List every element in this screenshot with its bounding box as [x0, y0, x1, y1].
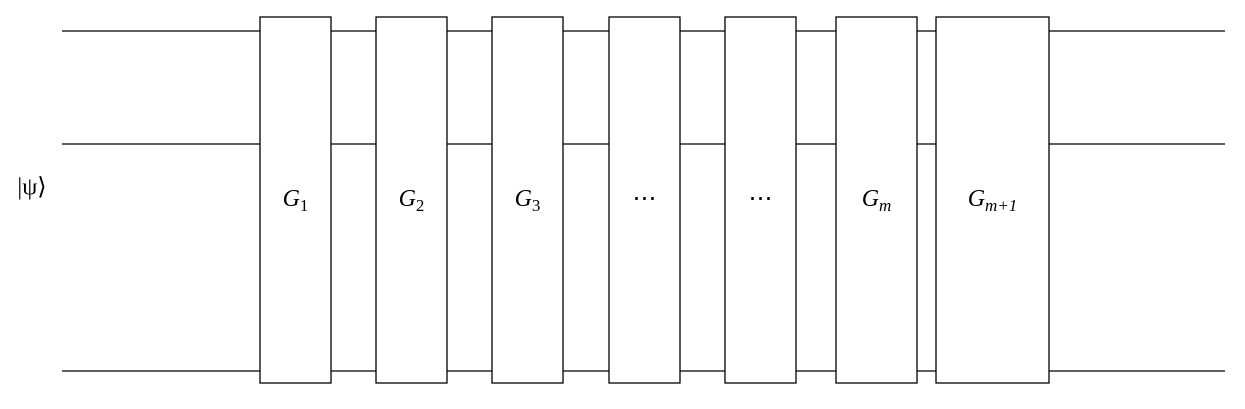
- gate-label: Gm+1: [968, 186, 1018, 215]
- gate-box: [491, 16, 564, 384]
- gate-label: G2: [399, 186, 425, 215]
- gate-box: [375, 16, 448, 384]
- gate-symbol: G: [399, 186, 416, 212]
- gate-subscript: m+1: [985, 196, 1017, 215]
- gate-symbol: G: [968, 186, 985, 212]
- gate-subscript: 1: [300, 196, 309, 215]
- gate-symbol: ⋯: [633, 186, 657, 212]
- gate-box: [835, 16, 918, 384]
- gate-box: [724, 16, 797, 384]
- input-state: |ψ⟩: [17, 175, 46, 201]
- gate-label: ⋯: [749, 186, 773, 212]
- gate-symbol: G: [515, 186, 532, 212]
- gate-symbol: ⋯: [749, 186, 773, 212]
- gate-subscript: 2: [416, 196, 425, 215]
- gate-box: [608, 16, 681, 384]
- gate-label: G3: [515, 186, 541, 215]
- gate-label: G1: [283, 186, 309, 215]
- gate-box: [259, 16, 332, 384]
- gate-label: ⋯: [633, 186, 657, 212]
- gate-box: [935, 16, 1050, 384]
- gate-label: Gm: [862, 186, 892, 215]
- gate-subscript: 3: [532, 196, 541, 215]
- gate-symbol: G: [283, 186, 300, 212]
- gate-symbol: G: [862, 186, 879, 212]
- gate-subscript: m: [879, 196, 891, 215]
